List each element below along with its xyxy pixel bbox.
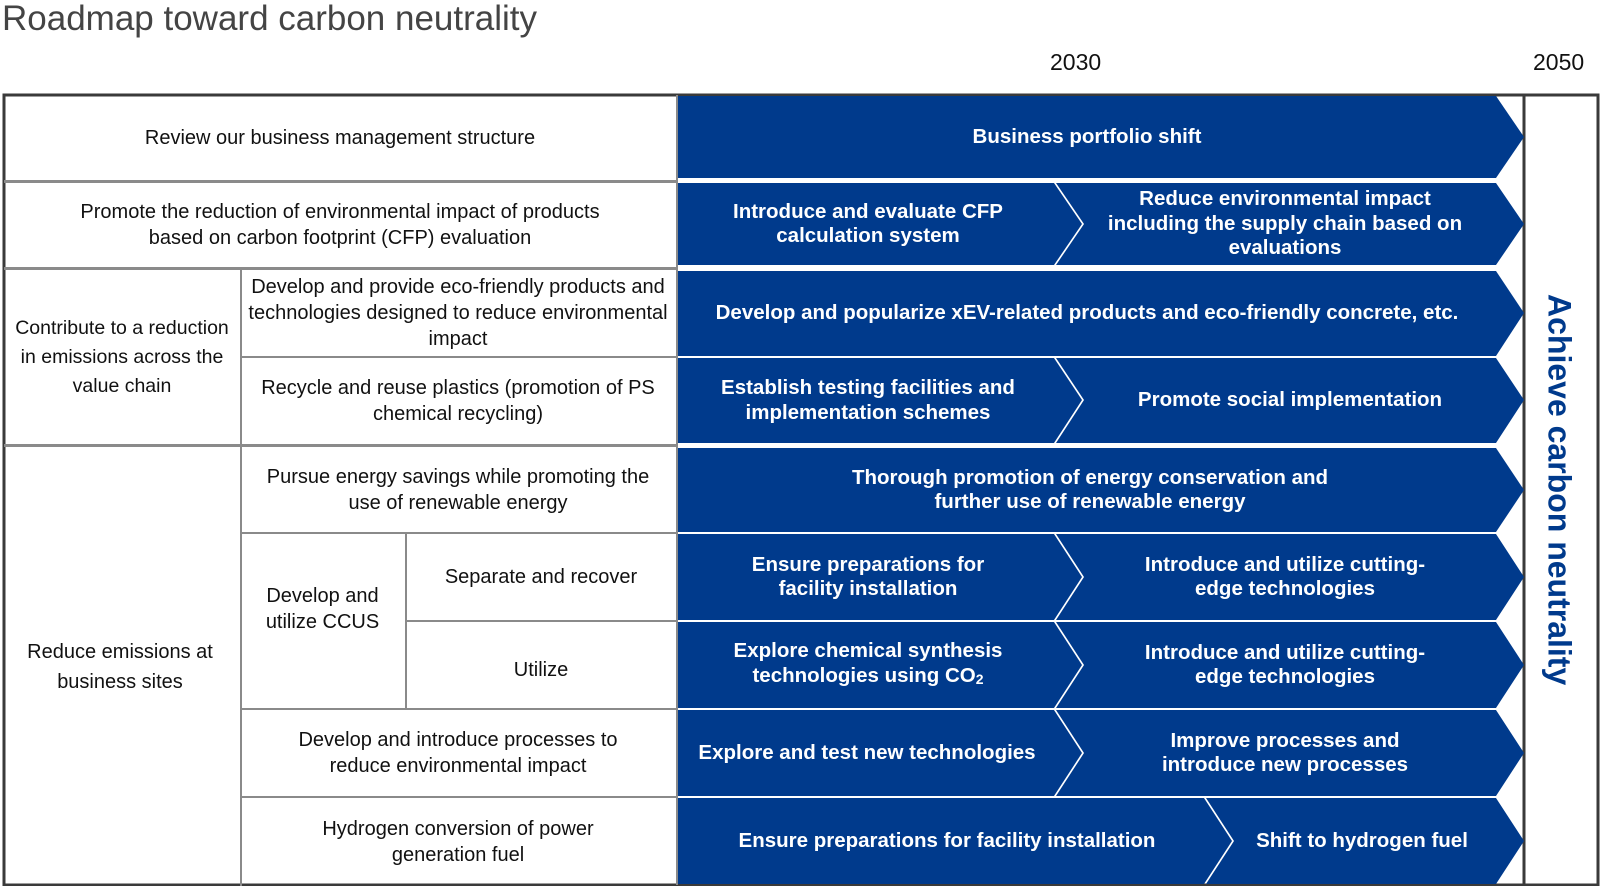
- column-divider: [240, 267, 242, 886]
- action-text: Explore chemical synthesis technologies …: [733, 639, 1003, 687]
- column-divider: [676, 95, 678, 885]
- row-label: Develop and introduce processes to reduc…: [298, 729, 618, 777]
- group-label-ccus: Develop and utilize CCUS: [265, 585, 380, 633]
- row-label: Utilize: [513, 659, 569, 681]
- row-label: Separate and recover: [444, 566, 638, 588]
- arrow-xev-products: [677, 271, 1524, 356]
- row-divider: [240, 796, 677, 798]
- column-divider: [405, 532, 407, 708]
- action-label-chemical-synthesis: Explore chemical synthesis technologies …: [710, 622, 1026, 708]
- row-label: Promote the reduction of environmental i…: [80, 201, 600, 249]
- year-2050-label: 2050: [1533, 49, 1585, 75]
- action-label: Ensure preparations for facility install…: [751, 552, 985, 601]
- action-label: Improve processes and introduce new proc…: [1161, 728, 1409, 777]
- page-title: Roadmap toward carbon neutrality: [2, 0, 538, 38]
- action-label: Explore and test new technologies: [698, 740, 1036, 764]
- row-divider: [240, 708, 677, 710]
- row-label: Review our business management structure: [144, 126, 536, 149]
- arrow-energy-conservation: [677, 448, 1524, 532]
- arrow-cutting-edge-1: [1056, 534, 1524, 620]
- arrow-improve-processes: [1056, 710, 1524, 796]
- arrow-testing-facilities: [677, 358, 1082, 443]
- action-label: Establish testing facilities and impleme…: [721, 376, 1015, 424]
- action-label: Shift to hydrogen fuel: [1256, 828, 1468, 852]
- goal-label: Achieve carbon neutrality: [1541, 294, 1578, 686]
- year-2030-label: 2030: [1050, 49, 1102, 75]
- arrow-reduce-impact-supply-chain: [1056, 183, 1524, 265]
- row-divider: [4, 267, 677, 270]
- arrow-explore-test: [677, 710, 1082, 796]
- row-label: Hydrogen conversion of power generation …: [322, 818, 594, 866]
- action-label: Introduce and utilize cutting-edge techn…: [1144, 552, 1426, 601]
- action-label: Business portfolio shift: [972, 124, 1202, 148]
- arrow-business-portfolio-shift: [677, 96, 1524, 178]
- table-frame: [2, 93, 1600, 886]
- row-label: Pursue energy savings while promoting th…: [266, 465, 650, 514]
- group-label-business-sites: Reduce emissions at business sites: [27, 640, 213, 693]
- action-label: Reduce environmental impact including th…: [1107, 187, 1463, 260]
- row-label: Recycle and reuse plastics (promotion of…: [261, 377, 655, 425]
- action-label: Thorough promotion of energy conservatio…: [851, 465, 1329, 514]
- group-label-value-chain: Contribute to a reduction in emissions a…: [15, 316, 229, 397]
- action-label: Promote social implementation: [1137, 388, 1443, 412]
- action-label: Introduce and evaluate CFP calculation s…: [733, 199, 1003, 248]
- row-label: Develop and provide eco-friendly product…: [248, 276, 668, 350]
- subscript-2: 2: [975, 670, 984, 687]
- row-divider: [240, 356, 677, 358]
- action-label: Develop and popularize xEV-related produ…: [715, 301, 1459, 325]
- row-divider: [405, 620, 677, 622]
- row-divider: [240, 532, 677, 534]
- row-divider: [4, 444, 677, 447]
- action-label: Ensure preparations for facility install…: [738, 828, 1156, 852]
- arrow-social-implementation: [1056, 358, 1524, 443]
- arrow-shift-hydrogen: [1206, 798, 1524, 884]
- goal-column: Achieve carbon neutrality: [1522, 95, 1596, 885]
- row-divider: [4, 180, 677, 183]
- action-label: Introduce and utilize cutting-edge techn…: [1144, 640, 1426, 689]
- arrow-facility-installation-h2: [677, 798, 1232, 884]
- arrow-cutting-edge-2: [1056, 622, 1524, 708]
- arrow-chemical-synthesis: [677, 622, 1082, 708]
- arrow-ensure-preparations: [677, 534, 1082, 620]
- arrow-introduce-evaluate-cfp: [677, 183, 1082, 265]
